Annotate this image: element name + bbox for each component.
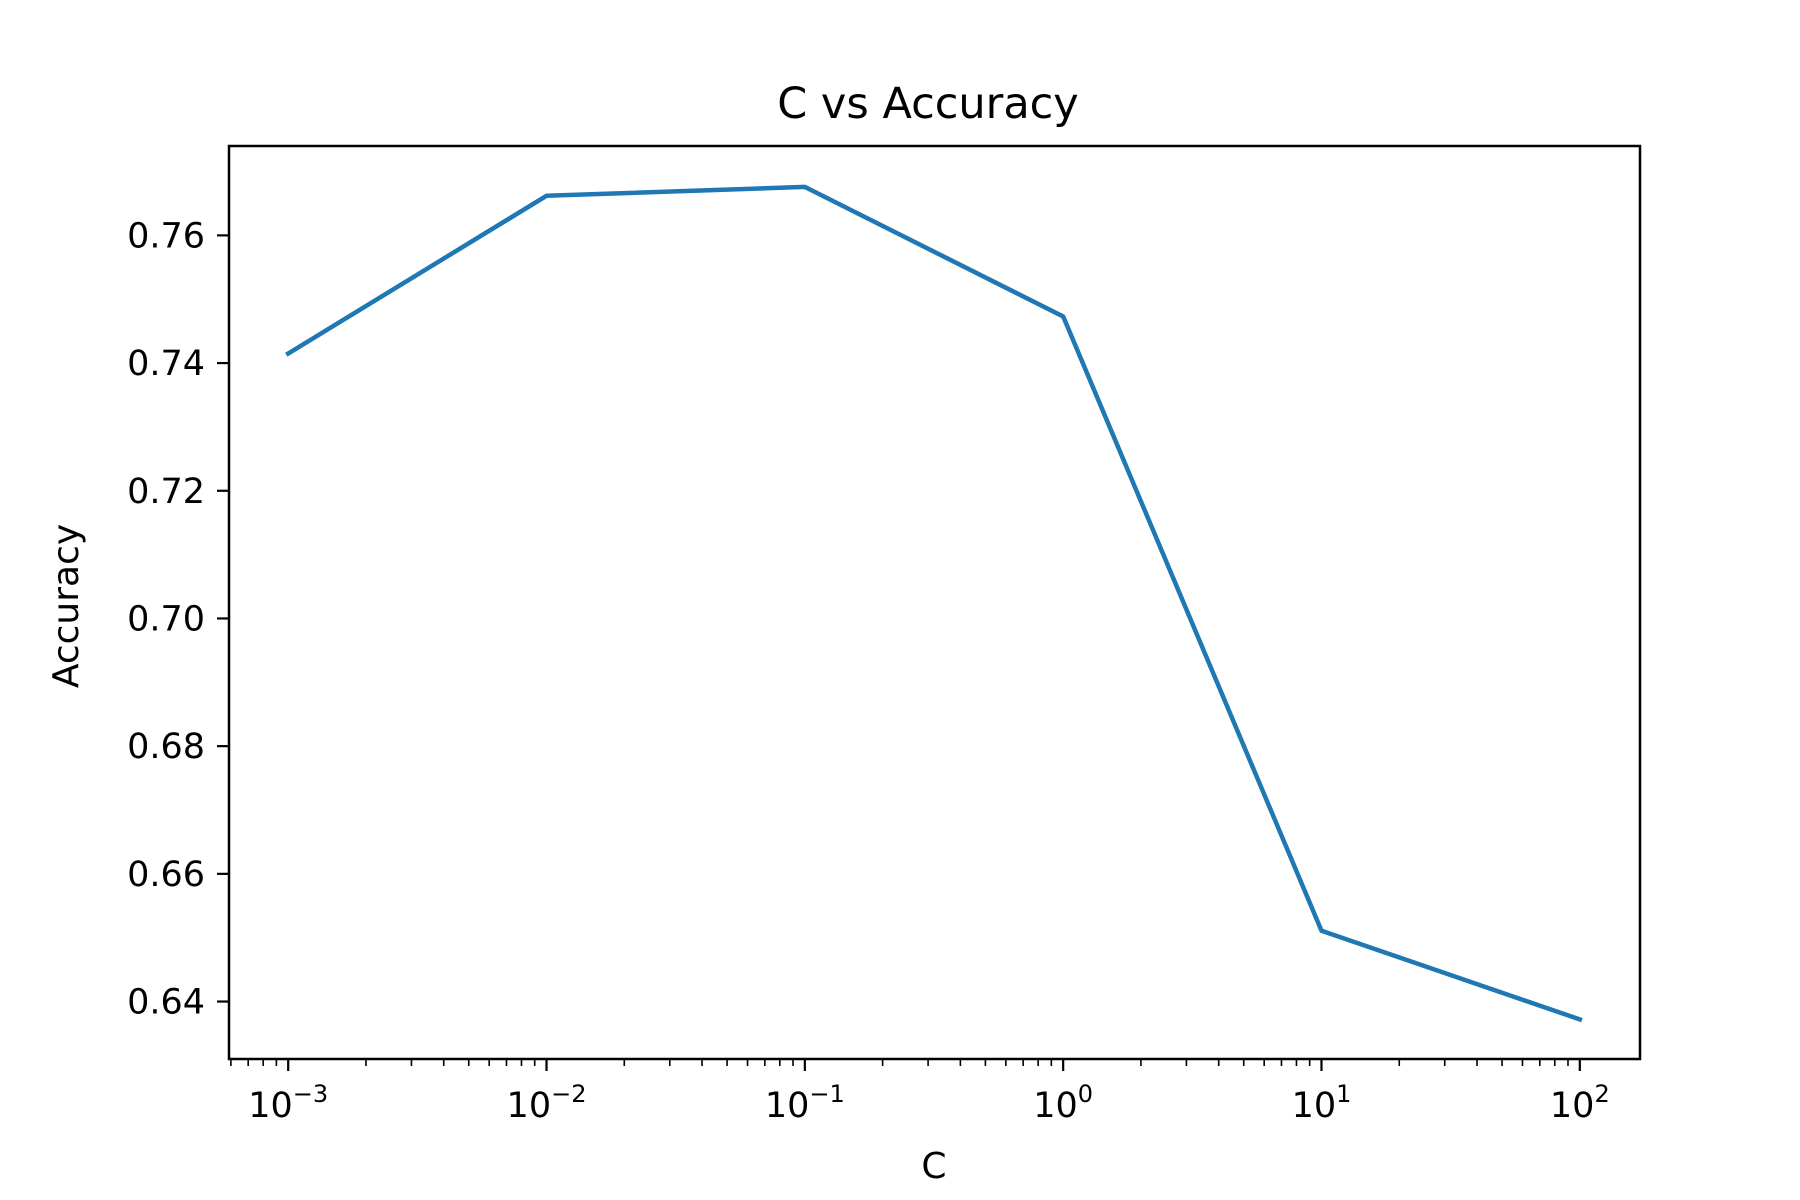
x-tick-label: 10−2 [507,1080,587,1126]
y-tick-label: 0.76 [127,216,205,256]
x-tick-exponent: −2 [551,1080,586,1108]
x-tick-label: 102 [1550,1080,1610,1126]
y-tick-label: 0.74 [127,344,205,384]
x-tick-base: 10 [248,1086,293,1126]
y-tick-label: 0.64 [127,983,205,1023]
x-tick-label: 10−3 [248,1080,328,1126]
x-axis-title: C [921,1146,946,1187]
x-minor-ticks [230,1059,1569,1066]
x-tick-base: 10 [1550,1086,1595,1126]
x-tick-base: 10 [507,1086,552,1126]
x-tick-label: 101 [1292,1080,1352,1126]
y-tick-label: 0.72 [127,472,205,512]
chart-title: C vs Accuracy [777,79,1079,129]
y-tick-label: 0.70 [127,599,205,639]
series-line [285,184,1583,1023]
y-tick-label: 0.66 [127,855,205,895]
x-tick-base: 10 [765,1086,810,1126]
y-tick-label: 0.68 [127,727,205,767]
y-axis-title: Accuracy [46,524,87,688]
x-tick-base: 10 [1033,1086,1078,1126]
y-major-ticks: 0.64 0.66 0.68 0.70 0.72 0.74 0.76 [127,216,229,1023]
x-major-ticks: 10−3 10−2 10−1 100 101 102 [248,1059,1610,1126]
x-tick-exponent: −3 [293,1080,328,1108]
x-tick-exponent: −1 [809,1080,844,1108]
x-tick-exponent: 0 [1078,1080,1093,1108]
x-tick-exponent: 2 [1594,1080,1609,1108]
x-tick-exponent: 1 [1336,1080,1351,1108]
x-tick-label: 100 [1033,1080,1093,1126]
x-tick-base: 10 [1292,1086,1337,1126]
plot-frame [227,144,1642,1061]
x-tick-label: 10−1 [765,1080,845,1126]
